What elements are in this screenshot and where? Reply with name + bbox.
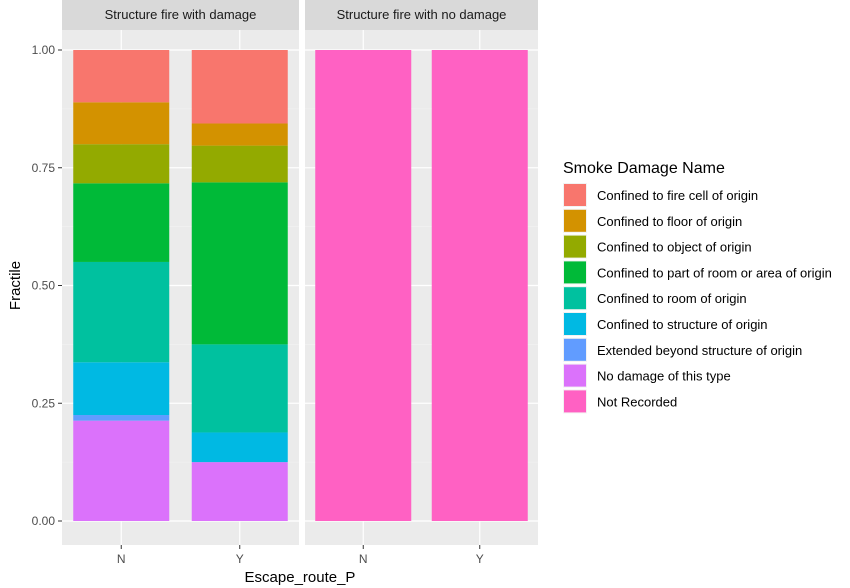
x-tick-label: Y <box>236 552 244 566</box>
bar-segment <box>73 183 170 262</box>
y-tick-label: 1.00 <box>32 43 56 57</box>
legend-item: No damage of this type <box>563 363 731 388</box>
legend-item: Extended beyond structure of origin <box>563 337 802 362</box>
y-axis: 0.00 0.25 0.50 0.75 1.00 <box>32 43 62 528</box>
bar-segment <box>191 123 288 146</box>
legend-label: Confined to part of room or area of orig… <box>597 265 832 280</box>
legend-item: Not Recorded <box>563 389 677 414</box>
y-tick-label: 0.00 <box>32 514 56 528</box>
legend-label: Confined to room of origin <box>597 291 747 306</box>
legend-swatch <box>564 209 586 232</box>
y-tick-label: 0.75 <box>32 161 56 175</box>
legend-item: Confined to floor of origin <box>563 208 742 233</box>
legend-title: Smoke Damage Name <box>563 160 725 177</box>
legend-label: Confined to object of origin <box>597 240 752 255</box>
bar-segment <box>191 432 288 463</box>
legend-item: Confined to object of origin <box>563 234 752 259</box>
legend-swatch <box>564 364 586 387</box>
legend-swatch <box>564 287 586 310</box>
bar-segment <box>73 420 170 521</box>
legend-item: Confined to structure of origin <box>563 312 768 336</box>
bar-segment <box>73 102 170 145</box>
legend-swatch <box>564 313 586 335</box>
legend-swatch <box>564 184 586 206</box>
legend-label: Confined to fire cell of origin <box>597 188 758 203</box>
legend-label: Confined to floor of origin <box>597 214 742 229</box>
facet-strip <box>305 0 538 30</box>
legend-swatch <box>564 338 586 361</box>
bar-segment <box>191 344 288 433</box>
bar-segment <box>191 182 288 345</box>
x-tick-label: Y <box>476 552 484 566</box>
legend-label: Extended beyond structure of origin <box>597 343 802 358</box>
y-tick-label: 0.25 <box>32 396 56 410</box>
legend-item: Confined to room of origin <box>563 286 747 311</box>
legend-label: Not Recorded <box>597 394 677 409</box>
bar-segment <box>191 50 288 124</box>
bar-segment <box>73 362 170 416</box>
bar-segment <box>73 261 170 363</box>
bar-segment <box>191 145 288 183</box>
x-tick-label: N <box>117 552 126 566</box>
bar-segment <box>73 50 170 103</box>
bar-segment <box>73 144 170 184</box>
legend: Smoke Damage Name Confined to fire cell o… <box>563 160 832 414</box>
legend-label: No damage of this type <box>597 369 731 384</box>
bar-segment <box>191 462 288 521</box>
facet-strip-label: Structure fire with damage <box>105 7 257 22</box>
bar-segment <box>315 50 412 521</box>
legend-item: Confined to part of room or area of orig… <box>563 260 832 285</box>
facet-strip-label: Structure fire with no damage <box>337 7 507 22</box>
legend-swatch <box>564 390 586 413</box>
y-axis-title: Fractile <box>7 261 24 310</box>
x-axis-title: Escape_route_P <box>245 569 356 586</box>
legend-swatch <box>564 235 586 258</box>
legend-label: Confined to structure of origin <box>597 317 768 332</box>
bar-segment <box>73 415 170 421</box>
legend-swatch <box>564 261 586 284</box>
facet-strip <box>62 0 299 30</box>
panel-1: Structure fire with damage N Y <box>62 0 299 566</box>
bar-segment <box>431 50 528 521</box>
x-tick-label: N <box>359 552 368 566</box>
y-tick-label: 0.50 <box>32 279 56 293</box>
legend-item: Confined to fire cell of origin <box>563 183 758 207</box>
panel-2: Structure fire with no damage N Y <box>305 0 538 566</box>
